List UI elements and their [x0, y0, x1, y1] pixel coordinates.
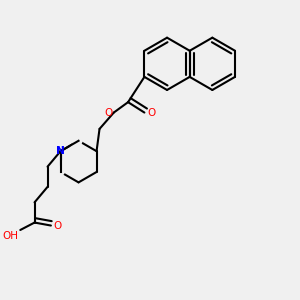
Text: N: N [56, 146, 65, 156]
Text: O: O [104, 108, 112, 118]
Text: O: O [147, 108, 156, 118]
Text: O: O [53, 220, 62, 230]
Text: OH: OH [3, 232, 19, 242]
Text: N: N [56, 146, 65, 156]
